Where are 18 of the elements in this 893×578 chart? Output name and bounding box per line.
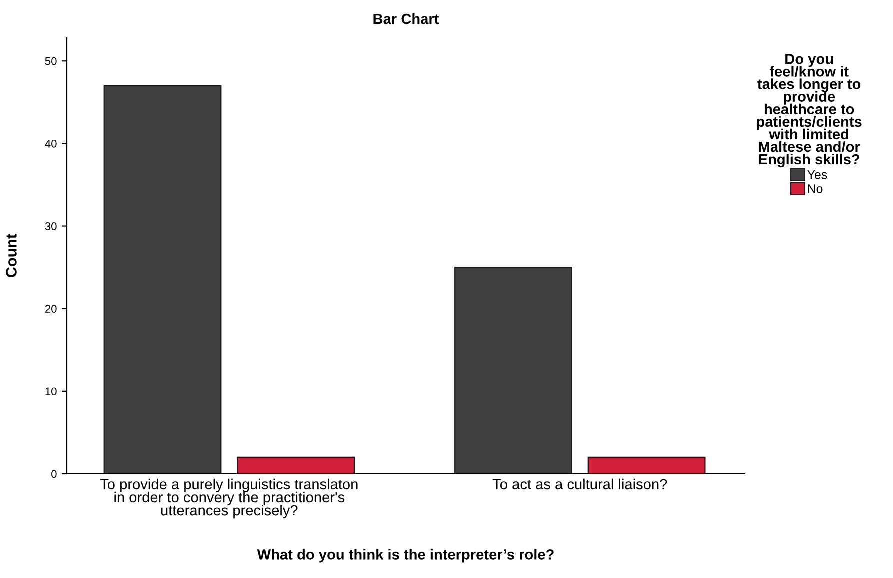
x-tick-label: To provide a purely linguistics translaton in order to convery the practitioner's utterances precisely?: [100, 478, 358, 519]
y-tick-label: 20: [45, 305, 57, 313]
chart-title: Bar Chart: [374, 14, 440, 24]
x-tick-label: To act as a cultural liaison?: [492, 478, 668, 490]
y-tick-label: 10: [46, 388, 57, 396]
y-axis-title: Count: [6, 234, 17, 278]
x-axis-title: What do you think is the interpreter’s role?: [257, 549, 554, 563]
y-tick-label: 40: [45, 140, 57, 148]
text: Do you feel/know it takes longer to provide healthcare to patients/clients with limited Maltese and/or English skills?: [757, 54, 862, 168]
legend-label: Yes: [808, 170, 828, 180]
bar: [104, 85, 222, 474]
y-tick-label: 0: [52, 470, 57, 478]
bar: [454, 267, 572, 474]
bar: [588, 456, 706, 474]
bar: [237, 456, 355, 474]
legend-label: No: [808, 184, 823, 194]
y-tick-label: 50: [45, 57, 57, 66]
y-tick-label: 30: [45, 222, 57, 230]
